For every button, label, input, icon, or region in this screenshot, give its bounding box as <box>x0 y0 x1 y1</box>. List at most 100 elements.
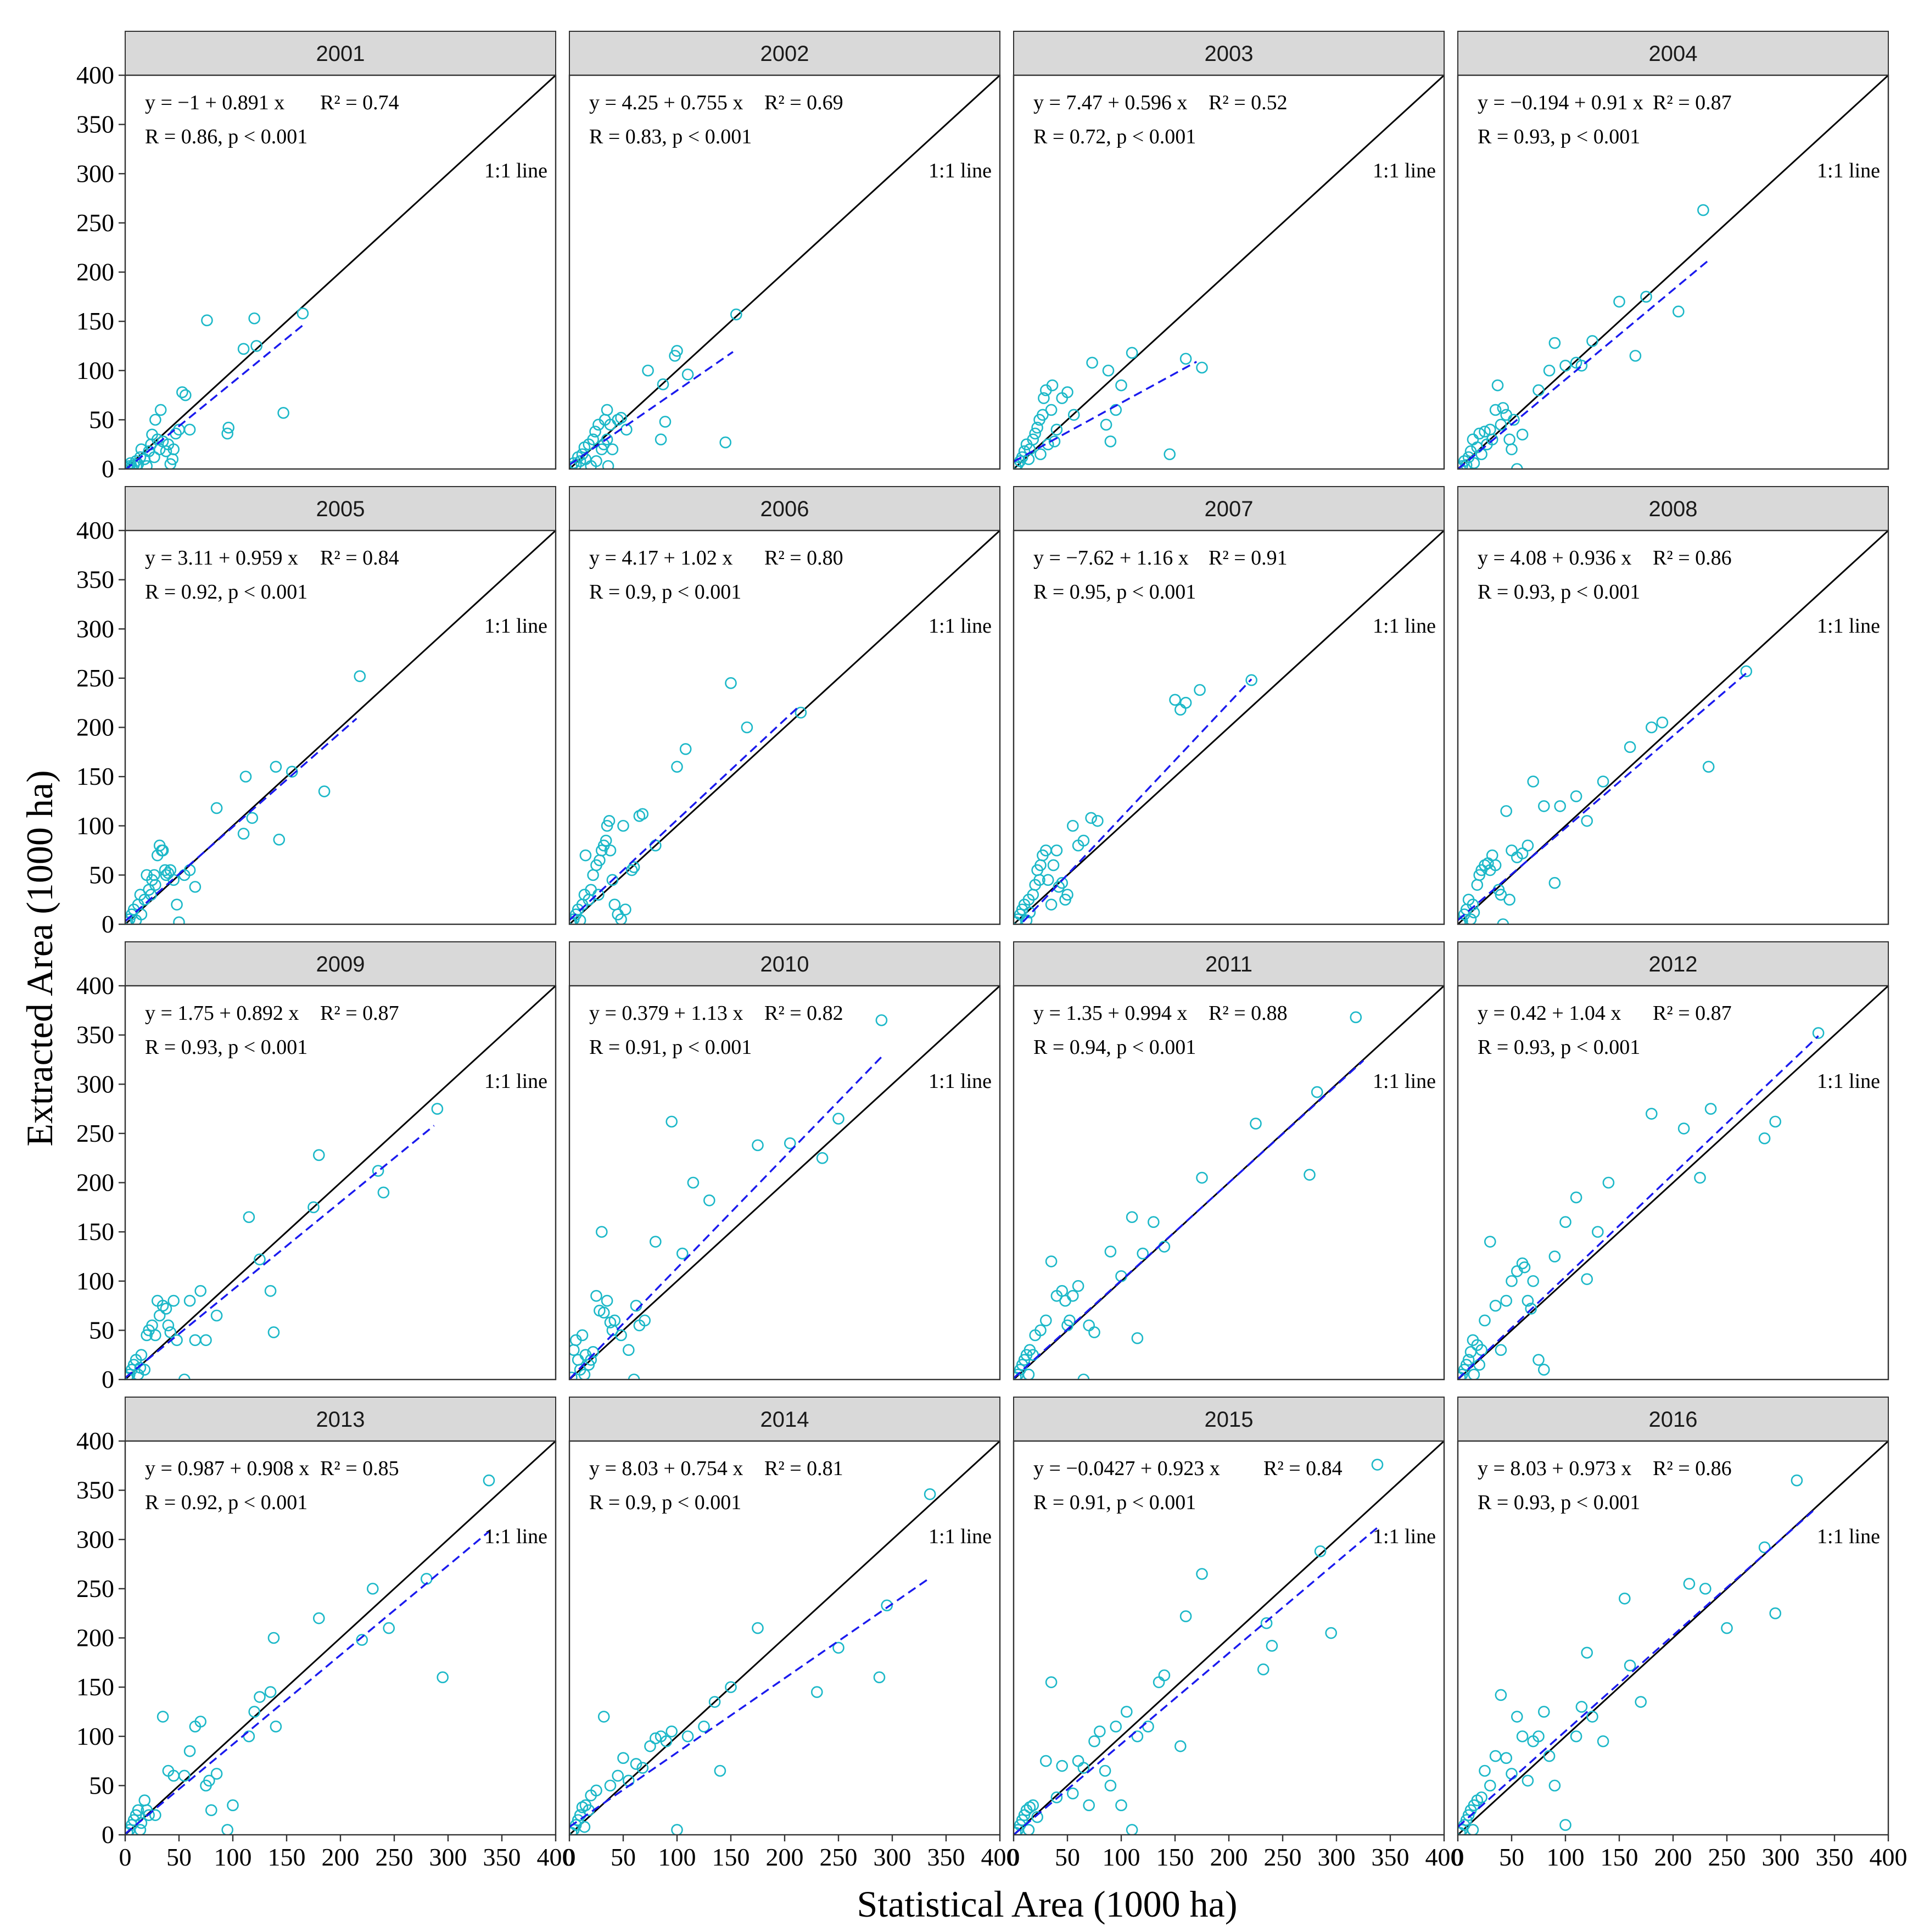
data-point <box>1518 1261 1531 1274</box>
x-tick-label: 50 <box>1055 1843 1080 1871</box>
one-to-one-line <box>125 986 556 1380</box>
data-point <box>924 1488 936 1500</box>
data-point <box>1022 1824 1035 1835</box>
facet-strip-label: 2001 <box>316 42 365 66</box>
data-point <box>1586 335 1598 347</box>
data-point <box>1094 1725 1106 1738</box>
data-point <box>210 1309 223 1322</box>
panel-2015: 2015 y = −0.0427 + 0.923 x R² = 0.84 R = 0.… <box>1008 1397 1463 1871</box>
data-point <box>1045 1676 1058 1688</box>
data-point <box>237 343 250 355</box>
data-point <box>687 1176 700 1189</box>
data-point <box>134 1824 147 1835</box>
one-to-one-line <box>1458 531 1888 924</box>
one-to-one-line <box>125 1441 556 1835</box>
data-point <box>650 1236 662 1248</box>
x-tick-label: 200 <box>322 1843 360 1871</box>
data-point <box>642 364 654 377</box>
data-point <box>145 889 157 901</box>
correlation-label: R = 0.9, p < 0.001 <box>589 580 741 604</box>
y-tick-label: 50 <box>89 1771 114 1799</box>
data-point <box>1543 364 1556 377</box>
data-point <box>1067 409 1080 421</box>
data-point <box>189 881 202 893</box>
one-to-one-label: 1:1 line <box>929 1070 992 1093</box>
data-point <box>1619 1593 1631 1605</box>
facet-strip <box>569 486 1000 531</box>
facet-strip <box>1457 941 1889 986</box>
data-point <box>149 879 161 891</box>
x-tick-label: 250 <box>820 1843 858 1871</box>
data-point <box>1115 379 1127 392</box>
data-point <box>1126 1211 1138 1224</box>
data-point <box>1699 1583 1712 1595</box>
data-point <box>1110 404 1122 416</box>
data-point <box>162 1319 175 1332</box>
data-point <box>604 844 617 857</box>
fit-line <box>1014 1527 1378 1835</box>
data-point <box>1640 291 1652 303</box>
y-tick-label: 400 <box>76 516 114 544</box>
data-point <box>628 861 640 873</box>
y-tick-label: 200 <box>76 1169 114 1197</box>
data-point <box>665 1115 678 1128</box>
facet-strip-label: 2006 <box>760 497 809 521</box>
data-point <box>1812 1027 1825 1039</box>
data-point <box>205 1804 217 1816</box>
data-point <box>1196 1171 1208 1184</box>
data-point <box>1538 1364 1550 1376</box>
y-tick-label: 300 <box>76 1070 114 1098</box>
data-point <box>1704 1103 1717 1115</box>
data-point <box>650 1732 662 1745</box>
data-point <box>1034 448 1047 460</box>
x-tick-label: 150 <box>268 1843 306 1871</box>
data-point <box>1033 874 1045 886</box>
data-point <box>1581 814 1593 827</box>
data-point <box>159 864 171 876</box>
data-point <box>183 423 196 436</box>
data-point <box>574 914 586 924</box>
r-squared-label: R² = 0.84 <box>320 546 399 569</box>
data-point <box>1027 433 1039 446</box>
data-point <box>243 1211 255 1224</box>
data-point <box>1371 1459 1384 1471</box>
facet-strip-label: 2015 <box>1205 1408 1254 1432</box>
data-point <box>156 1299 169 1312</box>
data-point <box>1602 1176 1615 1189</box>
data-point <box>1506 443 1518 455</box>
data-point <box>1050 844 1063 857</box>
data-point <box>1304 1169 1316 1181</box>
data-point <box>1525 1303 1537 1315</box>
data-point <box>1020 914 1033 924</box>
x-tick-label: 250 <box>1264 1843 1302 1871</box>
data-point <box>1104 1779 1117 1792</box>
data-point <box>141 460 153 469</box>
data-point <box>1260 1617 1273 1629</box>
data-point <box>608 1314 621 1327</box>
facet-strip-label: 2007 <box>1205 497 1254 521</box>
y-tick-label: 150 <box>76 1218 114 1246</box>
data-point <box>795 706 807 719</box>
data-point <box>1548 1779 1561 1792</box>
facet-strip-label: 2016 <box>1649 1408 1698 1432</box>
data-point <box>210 802 223 814</box>
data-point <box>1067 1289 1079 1302</box>
data-point <box>1624 741 1636 753</box>
data-point <box>1064 1314 1076 1327</box>
panel-2014: 2014 y = 8.03 + 0.754 x R² = 0.81 R = 0.9, … <box>563 1397 1019 1871</box>
data-point <box>1522 839 1534 852</box>
facet-strip <box>569 31 1000 76</box>
data-point <box>636 1762 649 1774</box>
data-point <box>660 1735 673 1747</box>
one-to-one-label: 1:1 line <box>929 615 992 638</box>
panel-2010: 2010 y = 0.379 + 1.13 x R² = 0.82 R = 0.91,… <box>568 941 1001 1381</box>
data-point <box>681 368 694 381</box>
data-point <box>1046 379 1059 392</box>
data-point <box>156 1711 169 1723</box>
x-tick-label: 250 <box>376 1843 413 1871</box>
facet-strip <box>125 1397 556 1442</box>
data-point <box>227 1799 239 1812</box>
data-point <box>1468 1369 1480 1380</box>
correlation-label: R = 0.91, p < 0.001 <box>589 1036 752 1059</box>
correlation-label: R = 0.9, p < 0.001 <box>589 1491 741 1514</box>
